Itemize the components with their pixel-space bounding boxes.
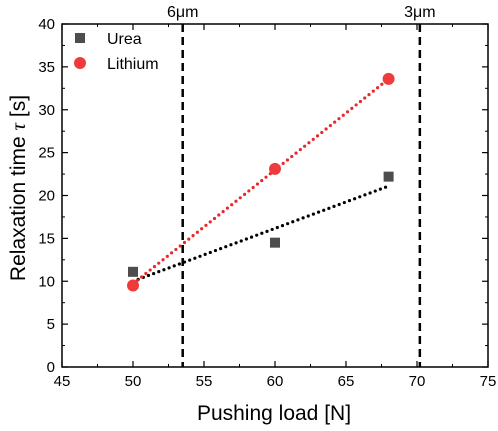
reference-line-label: 6μm bbox=[167, 4, 198, 21]
y-tick-label: 0 bbox=[47, 359, 55, 376]
y-axis-title-symbol: τ bbox=[6, 121, 30, 130]
data-point-lithium bbox=[127, 279, 139, 292]
y-tick-label: 10 bbox=[38, 273, 55, 290]
legend-label: Lithium bbox=[107, 56, 159, 73]
reference-lines: 6μm 3μm bbox=[167, 4, 436, 367]
legend: Urea Lithium bbox=[74, 31, 159, 73]
data-point-lithium bbox=[269, 162, 281, 175]
plot-frame-group bbox=[61, 23, 489, 368]
fit-lines bbox=[131, 77, 391, 286]
fit-line bbox=[131, 77, 391, 286]
legend-label: Urea bbox=[107, 31, 142, 48]
data-points bbox=[127, 72, 395, 292]
x-tick-label: 45 bbox=[54, 373, 71, 390]
x-tick-label: 65 bbox=[338, 373, 355, 390]
reference-line-label: 3μm bbox=[404, 4, 435, 21]
x-tick-label: 50 bbox=[125, 373, 142, 390]
y-tick-label: 35 bbox=[38, 59, 55, 76]
y-tick-label: 15 bbox=[38, 230, 55, 247]
y-axis-title-unit: [s] bbox=[7, 95, 30, 117]
y-tick-label: 20 bbox=[38, 188, 55, 205]
legend-marker-circle bbox=[74, 57, 86, 69]
plot-frame bbox=[61, 23, 489, 368]
y-axis-title: Relaxation time τ [s] bbox=[6, 95, 30, 281]
data-point-urea bbox=[128, 266, 138, 277]
legend-marker-square bbox=[75, 33, 85, 43]
x-axis-title: Pushing load [N] bbox=[197, 402, 351, 425]
y-tick-label: 40 bbox=[38, 16, 55, 33]
tick-labels: 45 50 55 60 65 70 75 0 5 10 15 20 25 30 35 40 bbox=[38, 16, 496, 390]
y-tick-label: 25 bbox=[38, 145, 55, 162]
y-axis-title-text: Relaxation time bbox=[7, 136, 30, 281]
x-tick-label: 75 bbox=[480, 373, 497, 390]
data-point-urea bbox=[270, 237, 280, 248]
axis-ticks bbox=[61, 23, 489, 368]
x-tick-label: 60 bbox=[267, 373, 284, 390]
x-tick-label: 70 bbox=[409, 373, 426, 390]
data-point-lithium bbox=[382, 72, 395, 85]
fit-line bbox=[131, 184, 391, 283]
y-tick-label: 5 bbox=[47, 316, 55, 333]
x-tick-label: 55 bbox=[196, 373, 213, 390]
y-tick-label: 30 bbox=[38, 102, 55, 119]
data-point-urea bbox=[383, 171, 394, 182]
